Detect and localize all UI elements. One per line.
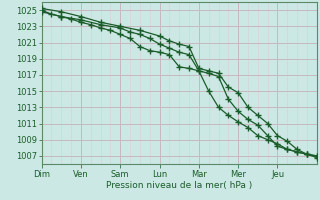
- X-axis label: Pression niveau de la mer( hPa ): Pression niveau de la mer( hPa ): [106, 181, 252, 190]
